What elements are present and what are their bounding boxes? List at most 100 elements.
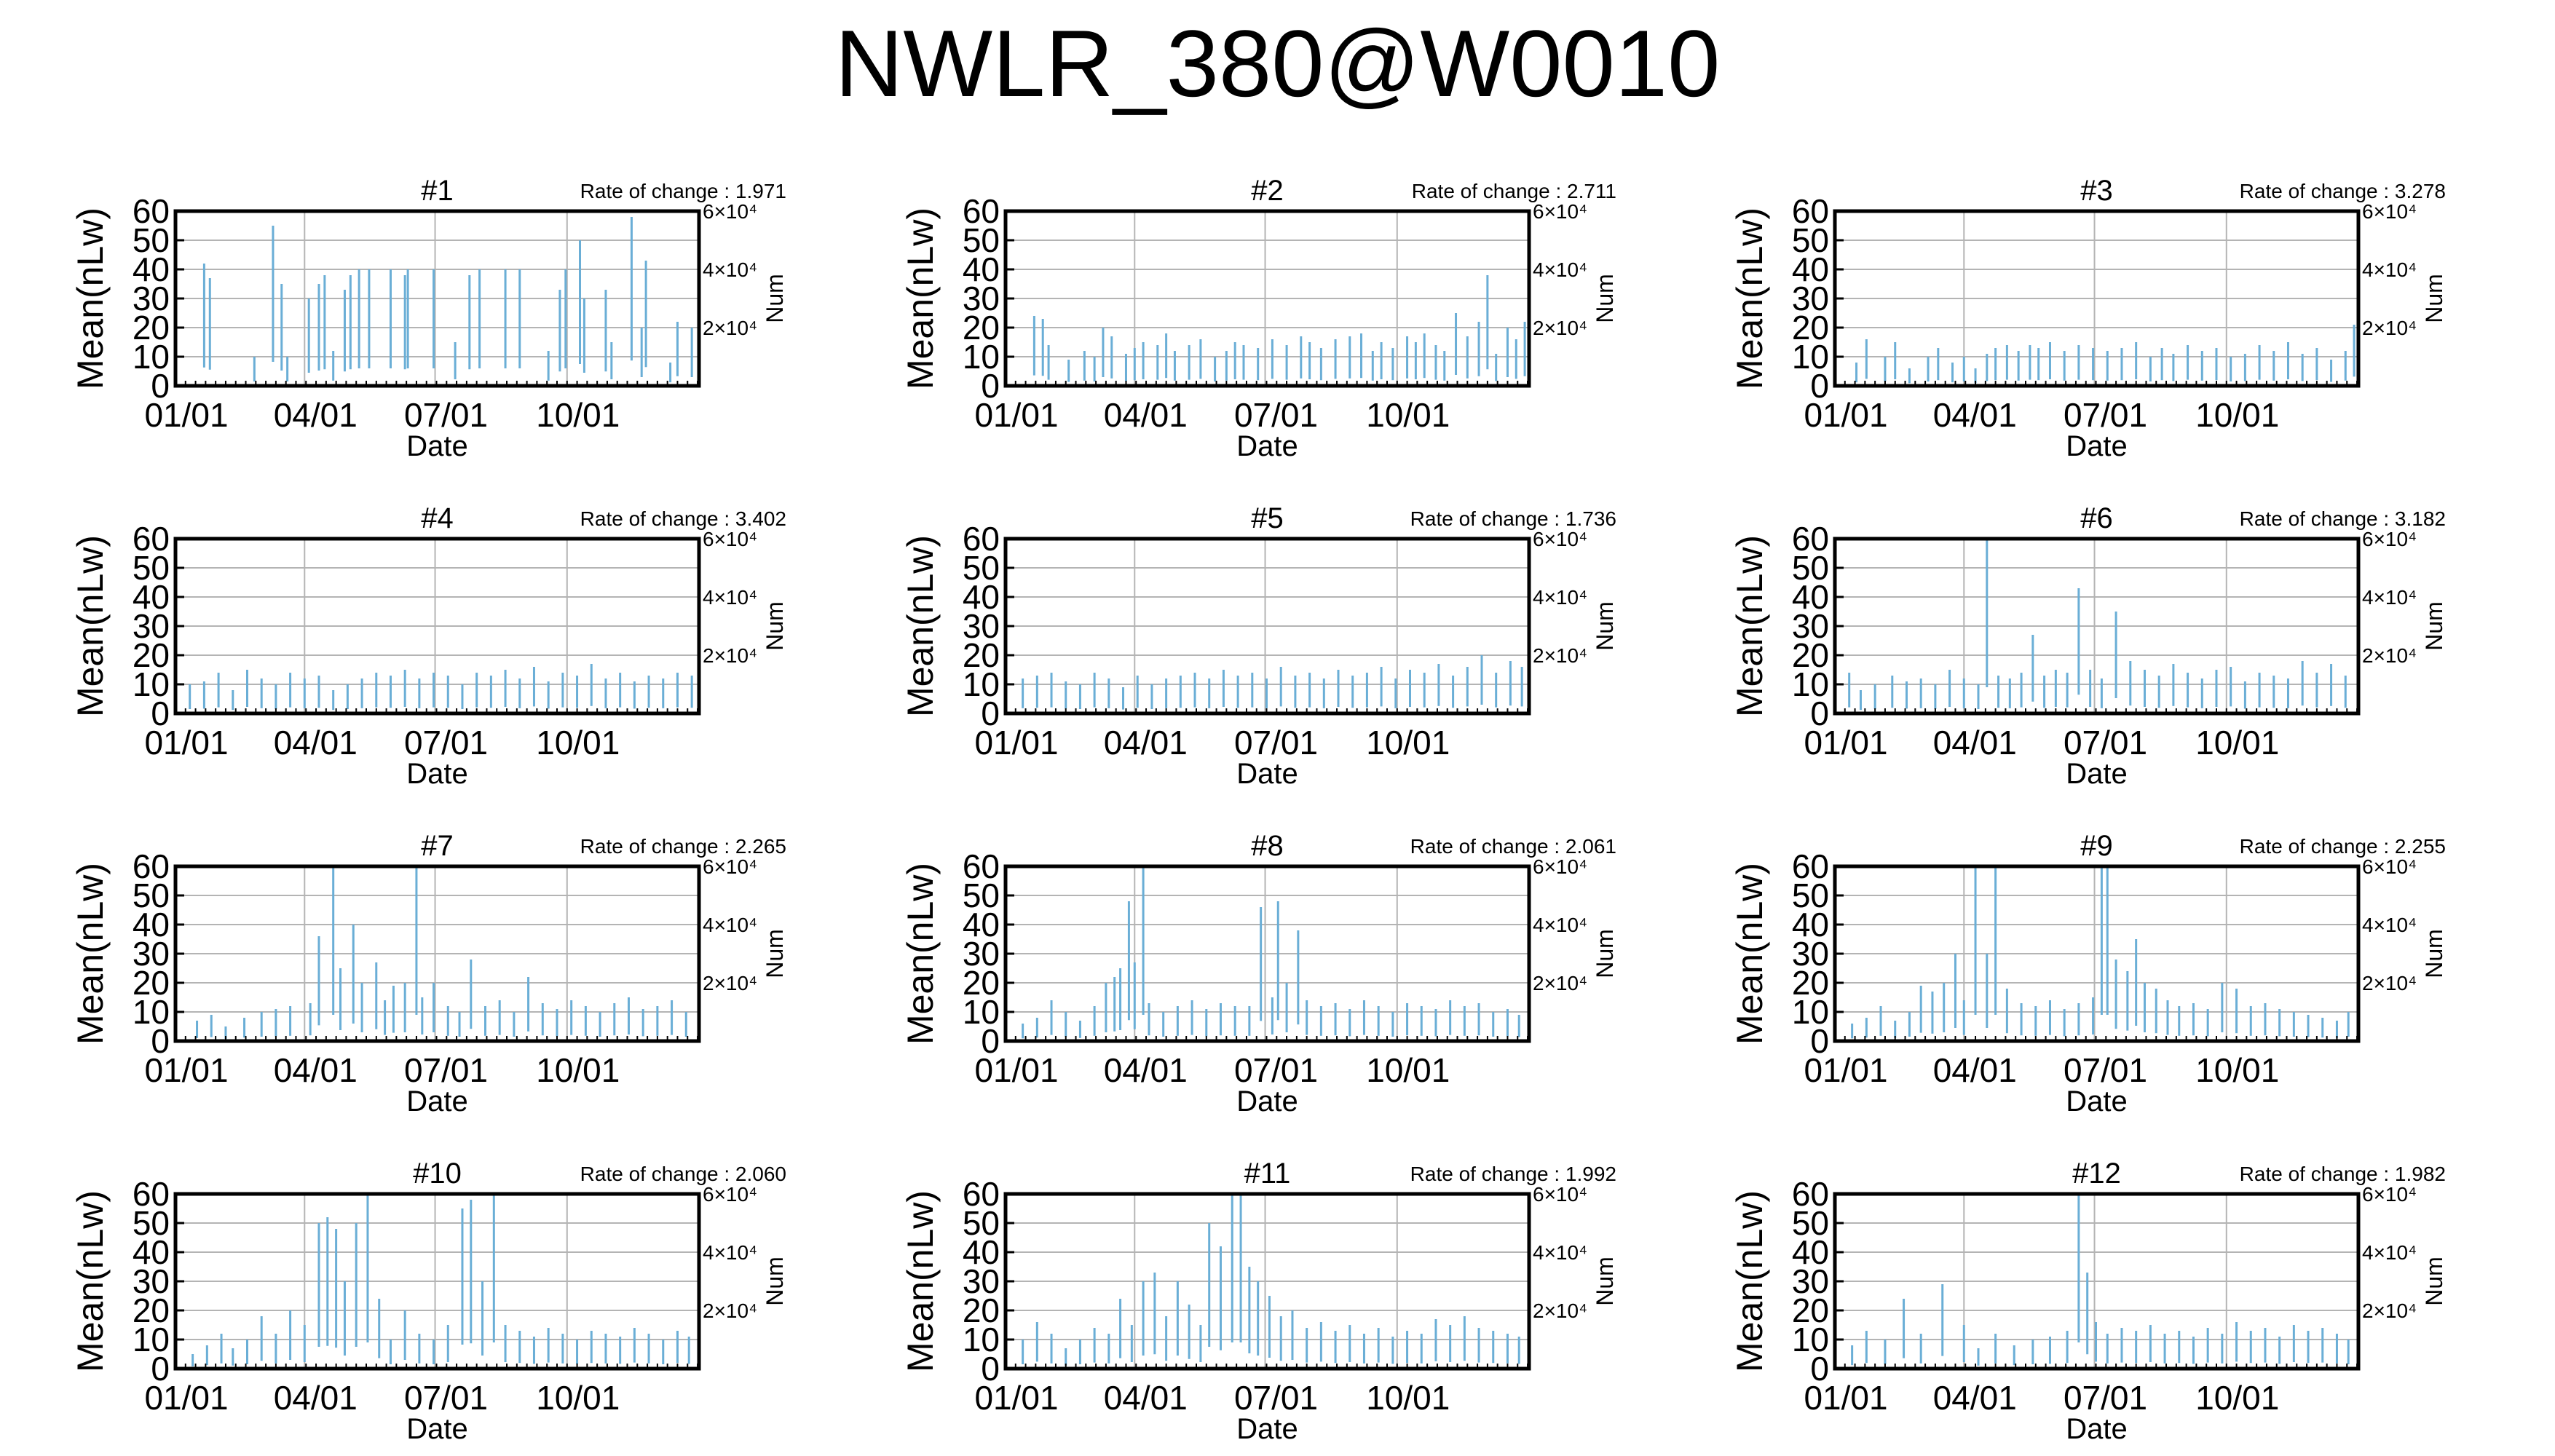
x-tick-label: 01/01 (144, 724, 228, 761)
y-tick-label: 40 (133, 1233, 170, 1271)
subplot-title: #8 (1251, 830, 1284, 862)
x-tick-label: 04/01 (1933, 1379, 2017, 1417)
y-tick-label: 60 (963, 520, 1000, 558)
y2-axis-label: Num (1592, 1257, 1618, 1306)
x-tick-label: 01/01 (974, 1379, 1058, 1417)
x-axis-label: Date (2066, 430, 2128, 462)
y-tick-label: 60 (133, 847, 170, 885)
y-tick-label: 10 (1792, 1321, 1829, 1358)
y-tick-label: 20 (133, 1291, 170, 1329)
subplot-title: #7 (421, 830, 454, 862)
x-axis-label: Date (1236, 1413, 1298, 1445)
y-tick-label: 10 (133, 338, 170, 376)
x-axis-label: Date (2066, 1085, 2128, 1117)
y2-tick-label: 6×10⁴ (1533, 528, 1587, 550)
x-tick-label: 10/01 (2195, 724, 2279, 761)
y2-tick-label: 2×10⁴ (703, 972, 757, 994)
x-tick-label: 01/01 (144, 1379, 228, 1417)
x-tick-label: 04/01 (1933, 724, 2017, 761)
y-axis-label: Mean(nLw) (900, 863, 941, 1045)
x-tick-label: 07/01 (1234, 1379, 1318, 1417)
y-tick-label: 20 (133, 636, 170, 674)
y-tick-label: 50 (1792, 1204, 1829, 1242)
y-axis-label: Mean(nLw) (900, 207, 941, 389)
y-tick-label: 40 (963, 250, 1000, 288)
x-tick-label: 04/01 (274, 724, 358, 761)
y2-tick-label: 2×10⁴ (2362, 972, 2417, 994)
x-tick-label: 10/01 (1366, 1379, 1450, 1417)
y-tick-label: 60 (963, 192, 1000, 230)
y-tick-label: 60 (963, 847, 1000, 885)
y-tick-label: 40 (133, 250, 170, 288)
y-tick-label: 50 (133, 221, 170, 259)
y-tick-label: 60 (133, 1175, 170, 1213)
x-axis-label: Date (2066, 758, 2128, 790)
y2-axis-label: Num (762, 274, 788, 323)
rate-of-change-label: Rate of change : 3.182 (2240, 507, 2446, 530)
rate-of-change-label: Rate of change : 2.060 (580, 1163, 786, 1185)
x-axis-label: Date (2066, 1413, 2128, 1445)
y-tick-label: 10 (1792, 338, 1829, 376)
x-tick-label: 01/01 (144, 396, 228, 434)
y2-axis-label: Num (1592, 601, 1618, 651)
rate-of-change-label: Rate of change : 1.736 (1410, 507, 1616, 530)
x-tick-label: 07/01 (2064, 724, 2147, 761)
y2-tick-label: 4×10⁴ (703, 258, 757, 281)
y-tick-label: 10 (963, 665, 1000, 703)
y-tick-label: 0 (981, 367, 1000, 405)
y2-axis-label: Num (2421, 1257, 2447, 1306)
y-tick-label: 30 (963, 1262, 1000, 1300)
y-tick-label: 20 (1792, 309, 1829, 347)
x-axis-label: Date (406, 1085, 468, 1117)
subplot-title: #10 (413, 1158, 462, 1190)
subplot-title: #5 (1251, 502, 1284, 534)
y-tick-label: 0 (151, 1350, 170, 1388)
y2-axis-label: Num (1592, 274, 1618, 323)
subplot-title: #1 (421, 175, 454, 207)
y2-tick-label: 2×10⁴ (703, 1299, 757, 1322)
x-tick-label: 04/01 (1104, 1379, 1188, 1417)
y2-tick-label: 4×10⁴ (1533, 914, 1587, 936)
y-tick-label: 60 (1792, 1175, 1829, 1213)
x-tick-label: 04/01 (274, 396, 358, 434)
y-axis-label: Mean(nLw) (1729, 535, 1770, 717)
x-tick-label: 04/01 (274, 1051, 358, 1089)
y2-tick-label: 2×10⁴ (1533, 317, 1587, 339)
x-tick-label: 01/01 (974, 1051, 1058, 1089)
y2-tick-label: 4×10⁴ (703, 586, 757, 609)
x-tick-label: 10/01 (536, 724, 620, 761)
y-tick-label: 60 (133, 192, 170, 230)
y-tick-label: 60 (1792, 847, 1829, 885)
x-tick-label: 04/01 (274, 1379, 358, 1417)
y-tick-label: 30 (133, 935, 170, 973)
x-tick-label: 10/01 (2195, 396, 2279, 434)
y2-axis-label: Num (2421, 274, 2447, 323)
y2-axis-label: Num (1592, 929, 1618, 978)
x-tick-label: 10/01 (1366, 1051, 1450, 1089)
rate-of-change-label: Rate of change : 1.982 (2240, 1163, 2446, 1185)
subplot-title: #3 (2080, 175, 2113, 207)
x-tick-label: 04/01 (1933, 396, 2017, 434)
y-tick-label: 30 (1792, 1262, 1829, 1300)
y-tick-label: 50 (133, 1204, 170, 1242)
y-tick-label: 10 (963, 993, 1000, 1031)
y2-tick-label: 4×10⁴ (1533, 586, 1587, 609)
main-title: NWLR_380@W0010 (834, 10, 1721, 116)
y-tick-label: 30 (1792, 607, 1829, 645)
subplot-title: #12 (2072, 1158, 2121, 1190)
y-tick-label: 10 (1792, 665, 1829, 703)
x-tick-label: 10/01 (2195, 1051, 2279, 1089)
x-tick-label: 07/01 (2064, 1379, 2147, 1417)
x-tick-label: 07/01 (1234, 1051, 1318, 1089)
y-tick-label: 20 (963, 636, 1000, 674)
x-tick-label: 07/01 (1234, 396, 1318, 434)
rate-of-change-label: Rate of change : 3.278 (2240, 180, 2446, 202)
y-tick-label: 20 (1792, 636, 1829, 674)
y2-tick-label: 2×10⁴ (1533, 1299, 1587, 1322)
y-tick-label: 0 (151, 695, 170, 732)
